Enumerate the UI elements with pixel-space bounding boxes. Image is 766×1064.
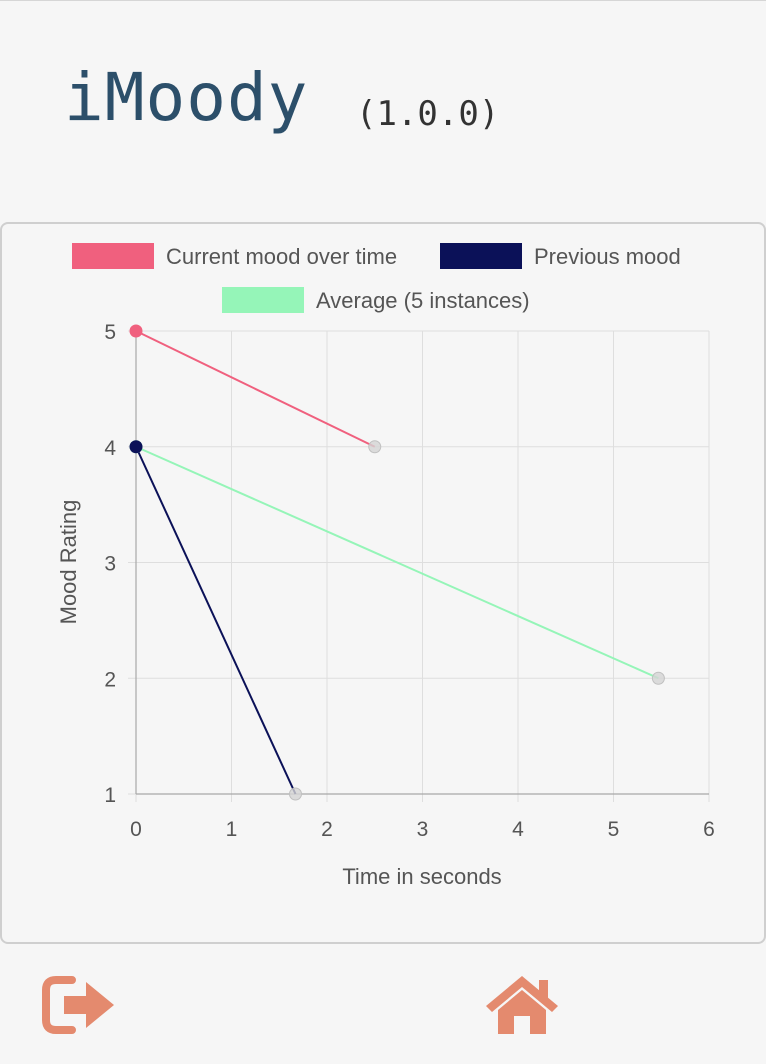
exit-button[interactable] [42,976,116,1034]
x-tick-label: 0 [130,818,142,841]
mood-chart-card [0,222,766,944]
chart-series [129,324,665,801]
chart-legend: Current mood over time Previous moodAvera… [72,243,681,313]
legend-label: Average (5 instances) [316,288,530,313]
y-tick-label: 2 [104,668,116,691]
x-tick-label: 5 [608,818,620,841]
data-point [129,440,143,454]
x-tick-label: 3 [417,818,429,841]
home-button[interactable] [484,974,560,1036]
bottom-nav [0,946,766,1064]
y-axis-label: Mood Rating [56,500,81,625]
x-axis-label: Time in seconds [342,864,501,889]
x-tick-label: 4 [512,818,524,841]
data-point [651,671,665,685]
series-line [135,446,297,795]
legend-label: Current mood over time [166,244,397,269]
app-title: iMoody [64,59,309,136]
x-tick-label: 1 [226,818,238,841]
y-tick-label: 4 [104,437,116,460]
app-version: (1.0.0) [356,94,500,134]
legend-swatch [440,243,522,269]
sign-out-icon [42,976,114,1034]
x-tick-label: 2 [321,818,333,841]
y-tick-label: 5 [104,321,116,344]
series-line [135,445,659,680]
data-point [288,787,302,801]
chart-grid [128,330,710,802]
data-point [129,324,143,338]
mood-chart: Current mood over time Previous moodAvera… [56,243,715,889]
app-header: iMoody (1.0.0) [0,0,766,220]
series-line [135,330,376,448]
legend-swatch [222,287,304,313]
y-tick-label: 1 [104,784,116,807]
legend-label: Previous mood [534,244,681,269]
legend-swatch [72,243,154,269]
home-icon [486,976,558,1034]
data-point [368,440,382,454]
x-tick-label: 6 [703,818,715,841]
y-tick-label: 3 [104,553,116,576]
